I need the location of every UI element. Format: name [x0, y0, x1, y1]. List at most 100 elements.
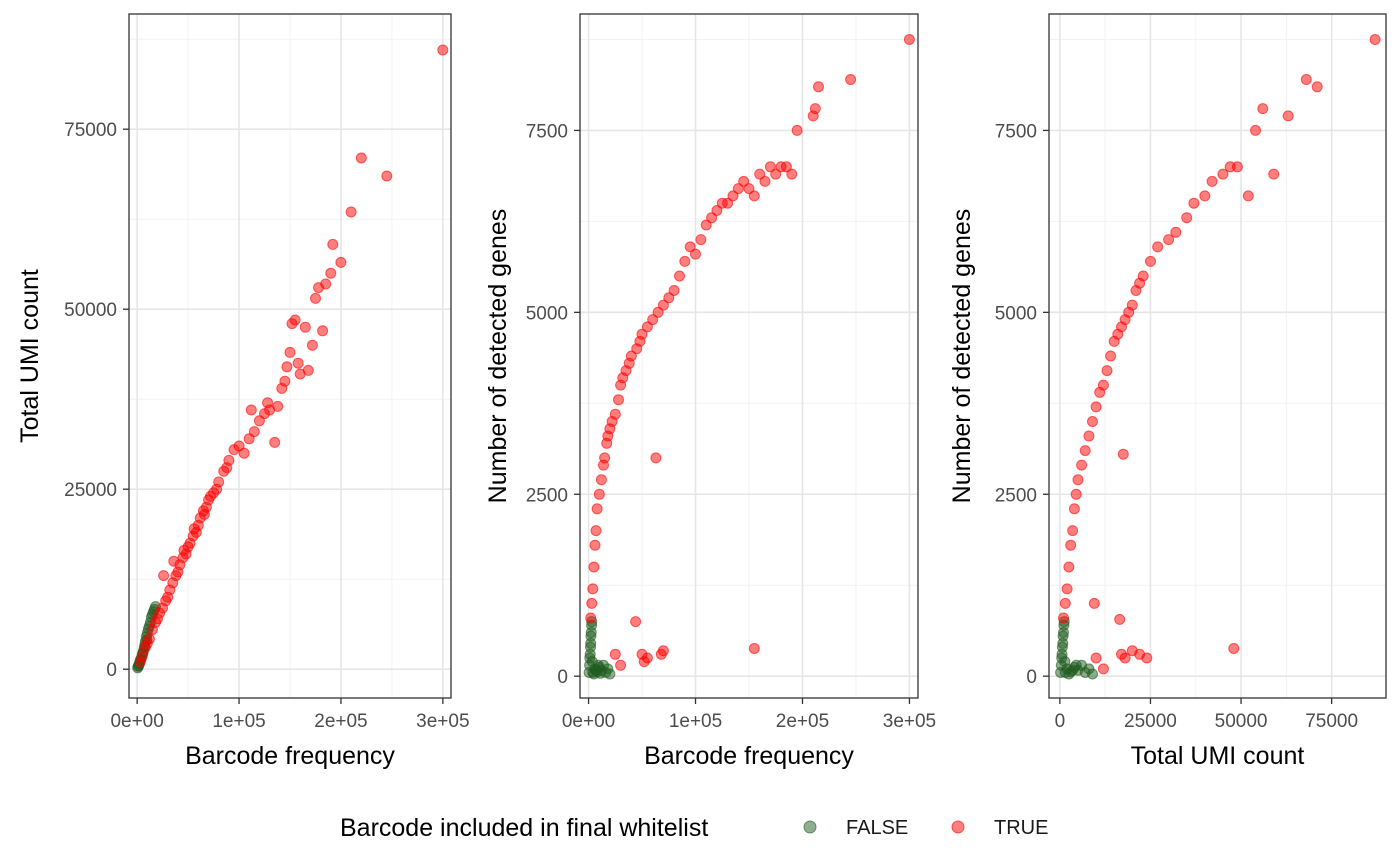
- data-point: [1097, 379, 1109, 391]
- data-point: [1065, 539, 1077, 551]
- data-point: [1087, 416, 1098, 427]
- data-point: [1057, 630, 1069, 642]
- y-axis-title: Number of detected genes: [484, 209, 512, 504]
- y-axis-title: Number of detected genes: [948, 209, 976, 504]
- data-point: [1061, 583, 1073, 595]
- data-point: [1068, 503, 1080, 515]
- panel-2: 0e+00 1e+05 2e+05 3e+05 0 2500 5000 7500 Barcode…: [484, 13, 936, 770]
- data-point: [1063, 561, 1075, 573]
- data-point: [630, 616, 642, 628]
- data-point: [732, 183, 744, 195]
- data-point: [1076, 459, 1088, 471]
- x-tick-label: 0: [1055, 711, 1066, 732]
- data-point: [609, 408, 621, 420]
- data-point: [178, 544, 190, 556]
- panel-background: [1049, 14, 1386, 698]
- data-point: [269, 436, 281, 448]
- data-point: [845, 74, 857, 85]
- data-point: [1257, 103, 1269, 115]
- data-point: [272, 400, 284, 412]
- data-point: [1079, 445, 1091, 457]
- data-point: [813, 81, 824, 93]
- data-point: [1059, 597, 1071, 609]
- data-point: [593, 488, 605, 500]
- data-point: [636, 328, 648, 340]
- data-point: [604, 668, 616, 680]
- data-point: [1067, 525, 1079, 537]
- data-point: [748, 190, 760, 202]
- data-point: [1114, 613, 1126, 625]
- x-tick-label: 2e+05: [314, 711, 367, 732]
- data-point: [1088, 597, 1100, 609]
- data-point: [587, 583, 599, 595]
- x-tick-label: 1e+05: [669, 711, 722, 732]
- data-point: [1072, 474, 1084, 486]
- legend-title: Barcode included in final whitelist: [340, 814, 708, 842]
- data-point: [1206, 175, 1218, 187]
- y-axis-ticks: 0 2500 5000 7500: [526, 121, 580, 688]
- data-point: [1250, 124, 1261, 136]
- y-axis-ticks: 0 2500 5000 7500: [995, 121, 1049, 688]
- major-gridlines: [580, 14, 918, 698]
- legend: Barcode included in final whitelist FALSE…: [340, 814, 1048, 842]
- data-point: [327, 238, 339, 250]
- x-axis-title: Barcode frequency: [644, 742, 854, 770]
- data-point: [585, 641, 596, 653]
- data-point: [158, 570, 170, 582]
- x-tick-label: 50000: [1215, 711, 1268, 732]
- data-point: [727, 190, 739, 202]
- major-gridlines: [1049, 14, 1386, 698]
- data-point: [325, 267, 337, 279]
- data-point: [1369, 34, 1381, 45]
- data-point: [1097, 663, 1109, 675]
- data-point: [168, 555, 180, 567]
- data-point: [223, 454, 235, 466]
- legend-label: FALSE: [846, 817, 908, 839]
- data-point: [188, 523, 200, 535]
- data-point: [1141, 652, 1153, 664]
- panel-1: 0e+00 1e+05 2e+05 3e+05 0 25000 50000 75000 Barc…: [16, 13, 470, 770]
- data-point: [663, 292, 675, 304]
- data-point: [1300, 74, 1312, 85]
- data-point: [1217, 168, 1229, 180]
- legend-swatch: [951, 820, 965, 834]
- legend-key-false: FALSE: [803, 817, 908, 839]
- data-point: [780, 161, 792, 173]
- y-tick-label: 75000: [64, 120, 117, 141]
- data-point: [591, 503, 603, 515]
- y-axis-title: Total UMI count: [16, 269, 44, 443]
- data-point: [238, 447, 250, 459]
- data-point: [657, 299, 669, 311]
- data-point: [589, 539, 601, 551]
- series-false: [1055, 616, 1098, 680]
- data-point: [1231, 161, 1243, 173]
- x-tick-label: 25000: [1124, 711, 1177, 732]
- data-point: [381, 170, 393, 182]
- data-point: [143, 633, 155, 645]
- y-tick-label: 7500: [995, 121, 1037, 142]
- data-point: [657, 645, 669, 657]
- data-point: [302, 364, 314, 376]
- data-point: [1059, 656, 1071, 668]
- data-point: [355, 152, 367, 164]
- y-tick-label: 2500: [526, 485, 568, 506]
- x-tick-label: 0e+00: [562, 711, 615, 732]
- data-point: [590, 525, 602, 537]
- x-tick-label: 2e+05: [776, 711, 829, 732]
- data-point: [279, 375, 291, 387]
- data-point: [281, 361, 293, 373]
- data-point: [1070, 659, 1082, 671]
- legend-label: TRUE: [994, 817, 1048, 839]
- data-point: [335, 256, 347, 268]
- data-point: [345, 206, 357, 218]
- data-point: [248, 426, 260, 438]
- panel-border: [128, 13, 452, 699]
- x-tick-label: 1e+05: [212, 711, 265, 732]
- data-point: [1119, 652, 1131, 664]
- data-point: [1152, 241, 1164, 253]
- data-point: [1268, 168, 1280, 180]
- x-axis-ticks: 0e+00 1e+05 2e+05 3e+05: [110, 698, 470, 732]
- y-tick-label: 0: [557, 667, 568, 688]
- data-point: [320, 278, 332, 290]
- data-point: [647, 314, 659, 326]
